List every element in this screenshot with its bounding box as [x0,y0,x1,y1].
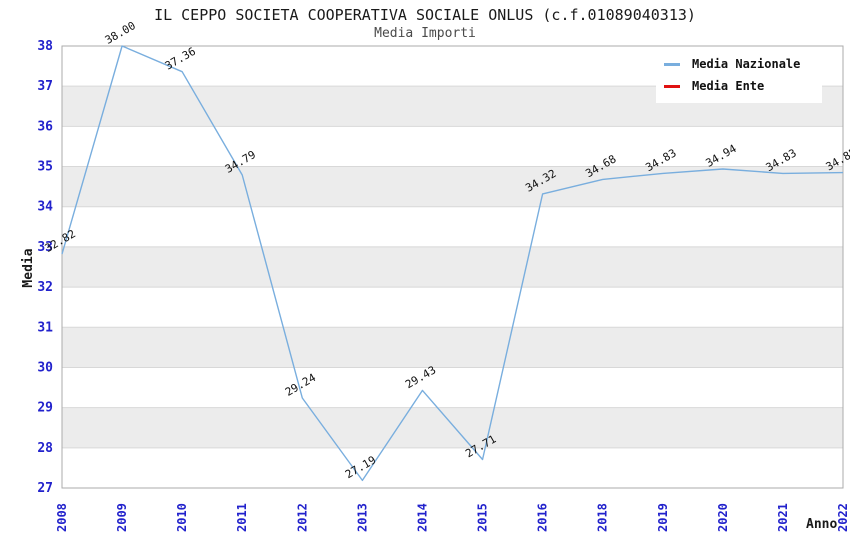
grid-band [62,407,843,448]
x-tick-label: 2008 [55,503,69,532]
legend-label: Media Ente [692,79,765,93]
grid-band [62,327,843,368]
y-tick-label: 28 [37,441,53,456]
point-label: 34.85 [824,146,850,174]
y-tick-label: 31 [37,320,53,335]
grid-band [62,166,843,207]
legend-item-media-nazionale: Media Nazionale [664,53,822,75]
x-tick-label: 2014 [415,503,429,532]
x-tick-label: 2019 [656,503,670,532]
y-tick-label: 35 [37,160,53,175]
point-label: 37.36 [163,45,198,73]
x-axis-title: Anno [806,517,838,532]
point-label: 34.94 [704,142,740,170]
line-swatch-icon [664,84,680,88]
y-tick-label: 37 [37,79,53,94]
y-tick-label: 33 [37,240,53,255]
y-tick-label: 38 [37,39,53,54]
x-tick-label: 2015 [476,503,490,532]
legend-item-media-ente: Media Ente [664,75,822,97]
legend-label: Media Nazionale [692,57,801,71]
x-tick-label: 2009 [115,503,129,532]
x-tick-label: 2013 [355,503,369,532]
x-tick-label: 2011 [235,503,249,532]
y-tick-label: 27 [37,481,53,496]
y-tick-label: 32 [37,280,53,295]
plot-border [61,45,844,489]
y-tick-label: 36 [37,119,53,134]
y-tick-label: 29 [37,401,53,416]
x-tick-label: 2022 [836,503,850,532]
x-tick-label: 2021 [776,503,790,532]
x-tick-label: 2018 [596,503,610,532]
point-label: 38.00 [103,19,138,47]
y-axis-title: Media [21,248,36,288]
chart-subtitle: Media Importi [374,26,476,41]
grid-band [62,246,843,288]
series-line [61,45,844,482]
line-swatch-icon [664,62,680,66]
x-tick-label: 2012 [295,503,309,532]
x-tick-label: 2016 [536,503,550,532]
y-tick-label: 30 [37,360,53,375]
y-tick-label: 34 [37,200,53,215]
legend: Media Nazionale Media Ente [656,47,822,103]
x-tick-label: 2010 [175,503,189,532]
chart-title: IL CEPPO SOCIETA COOPERATIVA SOCIALE ONL… [154,6,696,24]
x-tick-label: 2020 [716,503,730,532]
